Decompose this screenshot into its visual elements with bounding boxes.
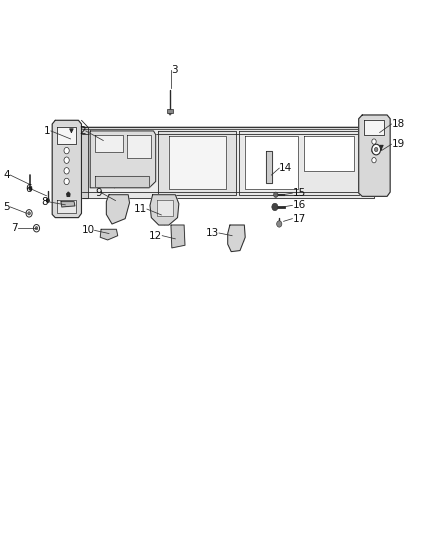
Text: 19: 19 [392,139,405,149]
Circle shape [374,148,378,152]
Text: 11: 11 [134,204,147,214]
FancyArrow shape [46,199,49,203]
Circle shape [64,178,69,184]
Circle shape [372,158,376,163]
Polygon shape [52,120,81,217]
Circle shape [64,148,69,154]
Polygon shape [169,136,226,189]
Text: 4: 4 [4,170,11,180]
Polygon shape [304,136,354,171]
Circle shape [26,209,32,217]
Polygon shape [158,131,237,195]
Circle shape [28,212,30,215]
Text: 2: 2 [79,126,86,136]
Text: 14: 14 [279,163,293,173]
Text: 8: 8 [41,197,48,207]
Polygon shape [106,195,130,224]
Circle shape [272,203,278,211]
Circle shape [372,144,381,155]
Text: 6: 6 [25,184,32,195]
Text: 3: 3 [171,65,177,75]
Text: 7: 7 [11,223,18,233]
FancyArrow shape [168,110,172,115]
Polygon shape [57,200,76,213]
Polygon shape [95,135,123,152]
Text: 5: 5 [4,202,11,212]
Polygon shape [95,176,149,187]
Circle shape [372,139,376,144]
Polygon shape [77,127,88,198]
Polygon shape [364,120,384,135]
Text: 18: 18 [392,119,405,129]
Circle shape [274,192,278,197]
FancyArrow shape [29,187,32,190]
Circle shape [33,224,39,232]
Text: 17: 17 [292,214,306,224]
Text: 1: 1 [44,126,51,136]
Polygon shape [90,131,155,188]
Polygon shape [239,131,359,195]
Polygon shape [228,225,245,252]
Polygon shape [61,201,75,207]
Text: 12: 12 [149,231,162,241]
Text: 15: 15 [292,188,306,198]
Polygon shape [266,151,272,182]
Polygon shape [77,127,380,130]
Circle shape [64,157,69,164]
Text: 10: 10 [81,225,95,236]
FancyArrow shape [67,192,70,196]
Polygon shape [100,229,118,240]
Polygon shape [245,136,297,189]
Text: 13: 13 [206,228,219,238]
Polygon shape [88,131,374,195]
Polygon shape [127,135,151,158]
Polygon shape [157,200,173,216]
Circle shape [277,221,282,227]
Text: 9: 9 [95,188,102,198]
Polygon shape [171,225,185,248]
Text: 16: 16 [292,200,306,211]
Polygon shape [359,115,390,196]
Circle shape [35,227,38,230]
Circle shape [372,148,376,154]
Polygon shape [77,127,374,134]
Circle shape [64,167,69,174]
Bar [167,109,173,114]
Polygon shape [77,192,374,198]
Polygon shape [57,127,76,144]
Polygon shape [150,195,179,225]
